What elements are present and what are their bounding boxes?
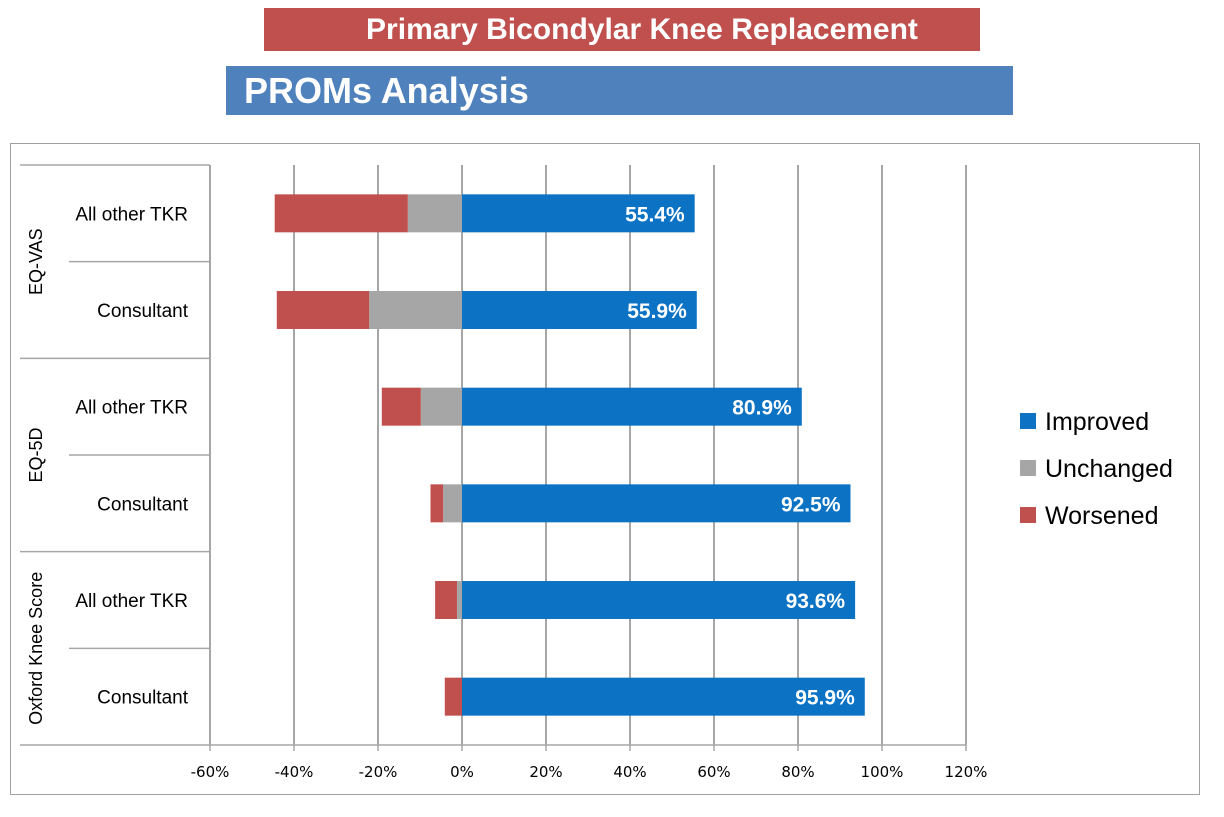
x-tick-label: 0% — [450, 763, 474, 781]
chart-title: Primary Bicondylar Knee Replacement — [264, 8, 980, 51]
group-label: EQ-5D — [26, 427, 46, 482]
bar-worsened — [274, 194, 408, 233]
legend-label: Improved — [1045, 408, 1149, 436]
bar-improved — [462, 677, 865, 716]
bar-improved — [462, 194, 695, 233]
category-label: All other TKR — [75, 398, 188, 419]
bar-unchanged — [443, 484, 462, 523]
x-tick-label: -60% — [191, 763, 230, 781]
legend-swatch — [1020, 413, 1036, 429]
bar-worsened — [444, 677, 462, 716]
bar-unchanged — [369, 291, 462, 329]
x-tick-label: -40% — [275, 763, 314, 781]
chart-frame — [10, 143, 1200, 795]
x-tick-label: 120% — [945, 763, 988, 781]
category-label: All other TKR — [75, 204, 188, 225]
bar-worsened — [430, 484, 444, 523]
x-tick-label: 40% — [613, 763, 646, 781]
bar-unchanged — [420, 387, 462, 426]
bar-worsened — [381, 387, 421, 426]
data-label: 92.5% — [781, 493, 841, 516]
bar-worsened — [435, 581, 457, 619]
category-label: Consultant — [97, 301, 189, 322]
legend-swatch — [1020, 507, 1036, 523]
x-tick-label: 60% — [697, 763, 730, 781]
data-label: 55.9% — [627, 300, 687, 323]
bar-improved — [462, 484, 851, 523]
group-label: EQ-VAS — [26, 228, 46, 295]
category-label: Consultant — [97, 494, 189, 515]
x-tick-label: 80% — [781, 763, 814, 781]
bar-unchanged — [456, 581, 462, 619]
x-tick-label: 100% — [861, 763, 904, 781]
x-tick-label: 20% — [529, 763, 562, 781]
data-label: 80.9% — [732, 397, 792, 420]
bar-unchanged — [407, 194, 462, 233]
legend-label: Unchanged — [1045, 455, 1173, 483]
x-tick-label: -20% — [359, 763, 398, 781]
data-label: 55.4% — [625, 203, 685, 226]
group-label: Oxford Knee Score — [26, 572, 46, 725]
category-label: All other TKR — [75, 591, 188, 612]
chart-subtitle: PROMs Analysis — [226, 66, 1013, 115]
data-label: 93.6% — [786, 590, 846, 613]
bar-improved — [462, 581, 856, 619]
category-label: Consultant — [97, 688, 189, 709]
bar-improved — [462, 291, 697, 329]
legend-swatch — [1020, 460, 1036, 476]
data-label: 95.9% — [795, 687, 855, 710]
bar-improved — [462, 387, 802, 426]
legend-label: Worsened — [1045, 502, 1159, 530]
bar-worsened — [276, 291, 370, 329]
